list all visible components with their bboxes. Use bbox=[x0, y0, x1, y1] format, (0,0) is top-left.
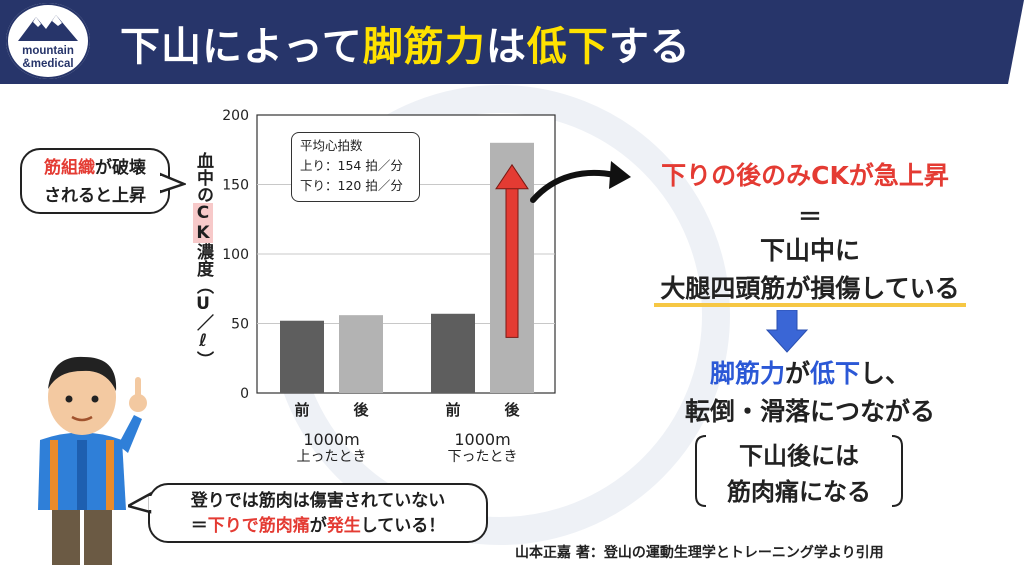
x-group-label: 1000m bbox=[454, 430, 510, 449]
bubble-text: されると上昇 bbox=[44, 186, 146, 206]
mountaineer-illustration bbox=[38, 356, 147, 565]
bar-1 bbox=[339, 315, 383, 393]
during-descent-text: 下山中に bbox=[759, 236, 860, 265]
ylabel-part: 濃度（U／ℓ） bbox=[193, 243, 213, 368]
bubble-tail bbox=[160, 172, 186, 194]
x-group-label: 上ったとき bbox=[297, 449, 367, 465]
annotation-title: 平均心拍数 bbox=[300, 138, 363, 153]
chart-y-axis-label: 血中のCK濃度（U／ℓ） bbox=[188, 130, 214, 390]
curved-arrow-icon bbox=[530, 161, 631, 203]
y-tick-label: 200 bbox=[222, 108, 249, 124]
x-category-label: 後 bbox=[503, 401, 520, 419]
x-category-label: 前 bbox=[445, 401, 460, 419]
page-title: 下山によって脚筋力は低下する bbox=[120, 14, 691, 72]
mountain-logo-icon bbox=[18, 15, 78, 41]
ck-rise-statement: 下りの後のみCKが急上昇 bbox=[661, 161, 949, 190]
annotation-line-down: 下り：120 拍／分 bbox=[300, 178, 403, 193]
bar-0 bbox=[280, 320, 324, 393]
annotation-line-up: 上り：154 拍／分 bbox=[300, 158, 403, 173]
muscle-soreness-box: 下山後には 筋肉痛になる bbox=[692, 432, 906, 510]
title-highlight: 脚筋力 bbox=[362, 24, 486, 70]
text-blue: 低下 bbox=[810, 359, 861, 388]
y-tick-label: 50 bbox=[231, 317, 249, 333]
text-plain: し、 bbox=[860, 359, 911, 388]
x-category-label: 前 bbox=[294, 401, 309, 419]
bubble-bottom-line1: 登りでは筋肉は傷害されていない bbox=[190, 491, 446, 511]
title-highlight: 低下 bbox=[526, 24, 609, 70]
header-banner bbox=[0, 0, 1024, 84]
logo: mountain &medical bbox=[6, 3, 90, 79]
fall-risk-text: 転倒・滑落につながる bbox=[684, 397, 935, 426]
bubble-bottom-tail bbox=[128, 492, 152, 514]
bar-2 bbox=[431, 313, 475, 393]
bubble-accent: 筋組織 bbox=[44, 158, 95, 178]
bubble-accent: 発生 bbox=[326, 516, 361, 536]
leg-strength-decline-text: 脚筋力が低下し、 bbox=[600, 354, 1020, 390]
text-blue: 脚筋力 bbox=[709, 359, 785, 388]
brace-line1: 下山後には bbox=[739, 442, 859, 470]
quadriceps-underlined: 大腿四頭筋が損傷している bbox=[654, 274, 966, 307]
equals-sign: ＝ bbox=[798, 203, 822, 231]
brace-line2: 筋肉痛になる bbox=[727, 478, 871, 506]
speech-bubble-descent-soreness: 登りでは筋肉は傷害されていない ＝下りで筋肉痛が発生している！ bbox=[148, 483, 488, 543]
y-tick-label: 150 bbox=[222, 178, 249, 194]
bracket-lines bbox=[695, 435, 903, 507]
rise-arrow-shaft bbox=[505, 184, 519, 338]
text-plain: が bbox=[784, 359, 810, 388]
bubble-bottom-line2: ＝下りで筋肉痛が発生している！ bbox=[160, 514, 476, 539]
heart-rate-annotation: 平均心拍数 上り：154 拍／分 下り：120 拍／分 bbox=[291, 132, 420, 202]
quadriceps-damage-text: 大腿四頭筋が損傷している bbox=[600, 269, 1020, 307]
rise-arrow-head bbox=[495, 163, 529, 190]
speech-bubble-ck-rise: 筋組織が破壊 されると上昇 bbox=[20, 148, 170, 214]
logo-text-line1: mountain bbox=[22, 45, 74, 57]
bubble-text: ＝ bbox=[190, 516, 208, 536]
ylabel-part: 血中の bbox=[193, 152, 213, 203]
y-tick-label: 0 bbox=[240, 386, 249, 402]
down-arrow-icon bbox=[765, 310, 809, 353]
bubble-text: が破壊 bbox=[95, 158, 146, 178]
x-group-label: 下ったとき bbox=[448, 449, 518, 465]
y-tick-label: 100 bbox=[222, 247, 249, 263]
x-group-label: 1000m bbox=[303, 430, 359, 449]
source-citation: 山本正嘉 著：登山の運動生理学とトレーニング学より引用 bbox=[515, 545, 884, 561]
bubble-text: が bbox=[309, 516, 327, 536]
title-part: する bbox=[608, 24, 691, 70]
bubble-accent: 下りで筋肉痛 bbox=[207, 516, 310, 536]
title-part: 下山によって bbox=[120, 24, 363, 70]
logo-text-line2: &medical bbox=[22, 58, 74, 70]
ylabel-ck: CK bbox=[193, 203, 213, 243]
title-part: は bbox=[485, 24, 527, 70]
x-category-label: 後 bbox=[352, 401, 369, 419]
header: mountain &medical 下山によって脚筋力は低下する bbox=[0, 0, 1024, 84]
bubble-text: している！ bbox=[360, 516, 446, 536]
